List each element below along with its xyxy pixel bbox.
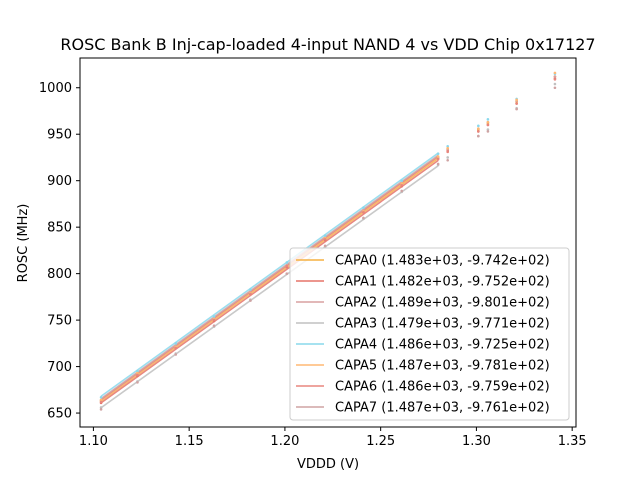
- x-tick-label: 1.15: [175, 434, 204, 449]
- data-point: [446, 150, 449, 154]
- data-point: [136, 381, 139, 384]
- legend-box: [289, 247, 570, 421]
- data-point: [486, 128, 490, 131]
- data-point: [400, 184, 404, 187]
- x-tick-label: 1.10: [79, 434, 108, 449]
- y-axis: 650 700 750 800 850 900 950 1000: [39, 81, 80, 422]
- legend-label: CAPA3 (1.479e+03, -9.771e+02): [335, 317, 550, 332]
- data-point: [99, 395, 103, 399]
- chart-title: ROSC Bank B Inj-cap-loaded 4-input NAND …: [60, 35, 595, 54]
- plot-frame: [79, 57, 577, 428]
- data-point: [99, 408, 103, 411]
- data-point: [249, 292, 252, 296]
- data-point: [446, 144, 449, 148]
- y-tick-label: 900: [47, 174, 72, 189]
- data-point: [446, 156, 449, 159]
- x-tick-label: 1.30: [462, 434, 491, 449]
- y-tick-label: 950: [47, 128, 72, 143]
- data-point: [436, 158, 440, 161]
- data-point: [486, 123, 490, 127]
- data-point: [515, 102, 518, 105]
- series-line-capa3: [100, 165, 439, 409]
- y-tick-label: 800: [47, 267, 72, 282]
- data-point: [323, 234, 327, 237]
- data-point: [400, 182, 404, 185]
- data-point: [400, 189, 404, 193]
- data-point: [285, 272, 289, 275]
- data-point: [174, 342, 178, 345]
- data-point: [99, 398, 103, 402]
- data-point: [323, 244, 327, 248]
- data-point: [362, 206, 365, 209]
- legend-label: CAPA6 (1.486e+03, -9.759e+02): [335, 380, 550, 395]
- y-tick-label: 650: [47, 407, 72, 422]
- legend-label: CAPA4 (1.486e+03, -9.725e+02): [335, 338, 550, 353]
- legend-label: CAPA5 (1.487e+03, -9.781e+02): [335, 359, 550, 374]
- data-point: [136, 369, 139, 373]
- data-point: [323, 237, 327, 241]
- data-point: [477, 130, 480, 133]
- data-point: [212, 315, 216, 318]
- data-point: [486, 130, 490, 133]
- data-point: [477, 124, 480, 128]
- data-point: [249, 288, 252, 291]
- data-point: [212, 318, 216, 322]
- data-point: [486, 120, 490, 124]
- data-point: [99, 400, 103, 404]
- series-line-capa1: [100, 159, 439, 404]
- data-point: [174, 346, 178, 350]
- series-line-capa4: [100, 152, 439, 397]
- data-point: [446, 158, 449, 162]
- data-point: [436, 162, 440, 166]
- x-tick-label: 1.25: [366, 434, 395, 449]
- data-point: [477, 127, 480, 130]
- data-point: [553, 86, 557, 90]
- data-point: [553, 78, 557, 81]
- data-point: [477, 134, 480, 138]
- y-tick-label: 700: [47, 360, 72, 375]
- data-point: [362, 216, 365, 220]
- data-point: [99, 406, 103, 409]
- data-point: [436, 152, 440, 156]
- data-point: [446, 146, 449, 150]
- y-axis-label: ROSC (MHz): [16, 204, 31, 283]
- legend-label: CAPA7 (1.487e+03, -9.761e+02): [335, 401, 550, 416]
- data-point: [174, 353, 178, 356]
- data-point: [136, 371, 139, 375]
- data-point: [212, 324, 216, 327]
- data-point: [136, 373, 139, 377]
- legend-label: CAPA0 (1.483e+03, -9.742e+02): [335, 254, 550, 269]
- data-point: [285, 264, 289, 268]
- legend-label: CAPA2 (1.489e+03, -9.801e+02): [335, 296, 550, 311]
- y-tick-label: 1000: [39, 81, 72, 96]
- data-point: [249, 299, 252, 302]
- data-point: [362, 210, 365, 214]
- y-tick-label: 750: [47, 314, 72, 329]
- series-line-capa7: [100, 154, 439, 400]
- data-point: [553, 75, 557, 78]
- data-point: [515, 98, 518, 102]
- x-axis: 1.10 1.15 1.20 1.25 1.30 1.35: [79, 427, 587, 449]
- legend-label: CAPA1 (1.482e+03, -9.752e+02): [335, 275, 550, 290]
- x-tick-label: 1.35: [558, 434, 587, 449]
- data-point: [400, 179, 404, 182]
- series-lines: [100, 152, 439, 409]
- data-point: [553, 71, 557, 75]
- data-points: [99, 71, 557, 411]
- data-point: [436, 155, 440, 158]
- y-tick-label: 850: [47, 221, 72, 236]
- data-point: [486, 118, 490, 121]
- x-tick-label: 1.20: [270, 434, 299, 449]
- x-axis-label: VDDD (V): [297, 457, 359, 472]
- legend: CAPA0 (1.483e+03, -9.742e+02) CAPA1 (1.48…: [289, 247, 570, 421]
- data-point: [285, 261, 289, 264]
- data-point: [553, 82, 557, 86]
- data-point: [515, 107, 518, 111]
